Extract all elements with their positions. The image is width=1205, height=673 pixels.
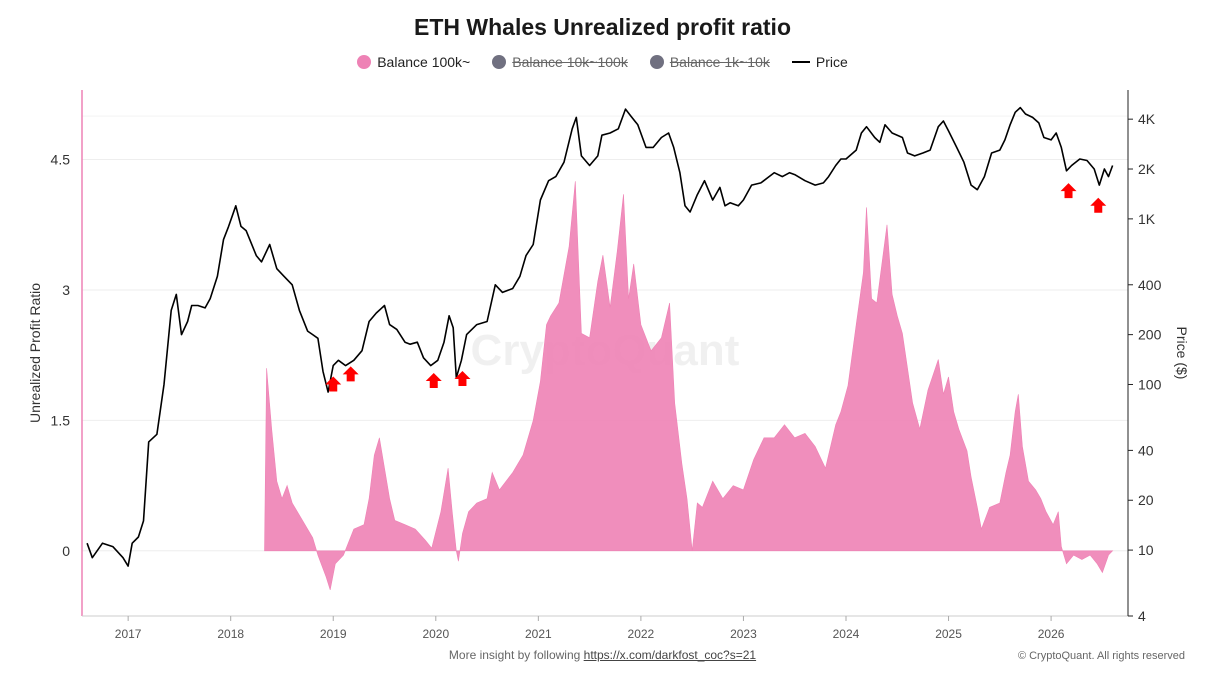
x-tick-label: 2018 xyxy=(217,627,244,641)
legend-item-price[interactable]: Price xyxy=(791,54,848,70)
chart-title: ETH Whales Unrealized profit ratio xyxy=(414,14,791,40)
series-area-balance-100k xyxy=(264,181,1114,590)
y2-tick-label: 400 xyxy=(1138,277,1162,293)
x-tick-label: 2025 xyxy=(935,627,962,641)
legend-swatch-pink xyxy=(357,55,372,69)
y-tick-label: 1.5 xyxy=(51,412,71,428)
x-tick-label: 2019 xyxy=(320,627,347,641)
y2-tick-label: 20 xyxy=(1138,492,1154,508)
y2-tick-label: 10 xyxy=(1138,542,1154,558)
y2-tick-label: 4K xyxy=(1138,111,1156,127)
y-tick-label: 0 xyxy=(62,543,70,559)
up-arrow-annotation xyxy=(425,372,442,388)
chart-legend: Balance 100k~ Balance 10k~100k Balance 1… xyxy=(0,54,1205,70)
y2-tick-label: 2K xyxy=(1138,161,1156,177)
legend-label: Balance 1k~10k xyxy=(669,54,770,70)
x-tick-label: 2022 xyxy=(628,627,655,641)
up-arrow-annotation xyxy=(325,376,342,392)
y2-tick-label: 100 xyxy=(1138,376,1162,392)
y2-axis-title: Price ($) xyxy=(1174,327,1190,380)
y2-tick-label: 1K xyxy=(1138,211,1156,227)
legend-item-balance-1k-10k[interactable]: Balance 1k~10k xyxy=(649,54,770,70)
y-tick-label: 3 xyxy=(62,282,70,298)
legend-swatch-gray xyxy=(492,55,507,69)
up-arrow-annotation xyxy=(342,366,359,382)
legend-label: Balance 100k~ xyxy=(377,54,471,70)
y2-tick-label: 200 xyxy=(1138,327,1162,343)
legend-swatch-gray xyxy=(649,55,664,69)
x-tick-label: 2024 xyxy=(833,627,860,641)
x-tick-label: 2023 xyxy=(730,627,757,641)
footer-text: More insight by following xyxy=(448,648,584,662)
y2-tick-label: 4 xyxy=(1138,608,1146,624)
x-tick-label: 2017 xyxy=(115,627,142,641)
chart-footer: More insight by following https://x.com/… xyxy=(0,648,1205,662)
legend-item-balance-10k-100k[interactable]: Balance 10k~100k xyxy=(492,54,628,70)
footer-link[interactable]: https://x.com/darkfost_coc?s=21 xyxy=(583,648,757,662)
legend-item-balance-100k[interactable]: Balance 100k~ xyxy=(357,54,470,70)
y-tick-label: 4.5 xyxy=(51,152,71,168)
x-tick-label: 2020 xyxy=(422,627,449,641)
up-arrow-annotation xyxy=(454,370,471,386)
up-arrow-annotation xyxy=(1060,183,1077,199)
legend-label: Price xyxy=(815,54,848,70)
copyright-text: © CryptoQuant. All rights reserved xyxy=(1017,650,1185,662)
up-arrow-annotation xyxy=(1090,197,1107,213)
y2-tick-label: 40 xyxy=(1138,442,1154,458)
series-line-price xyxy=(86,106,1114,567)
y-axis-title: Unrealized Profit Ratio xyxy=(27,283,43,423)
legend-swatch-line xyxy=(791,61,810,63)
x-tick-label: 2021 xyxy=(525,627,552,641)
legend-label: Balance 10k~100k xyxy=(512,54,628,70)
x-tick-label: 2026 xyxy=(1038,627,1065,641)
